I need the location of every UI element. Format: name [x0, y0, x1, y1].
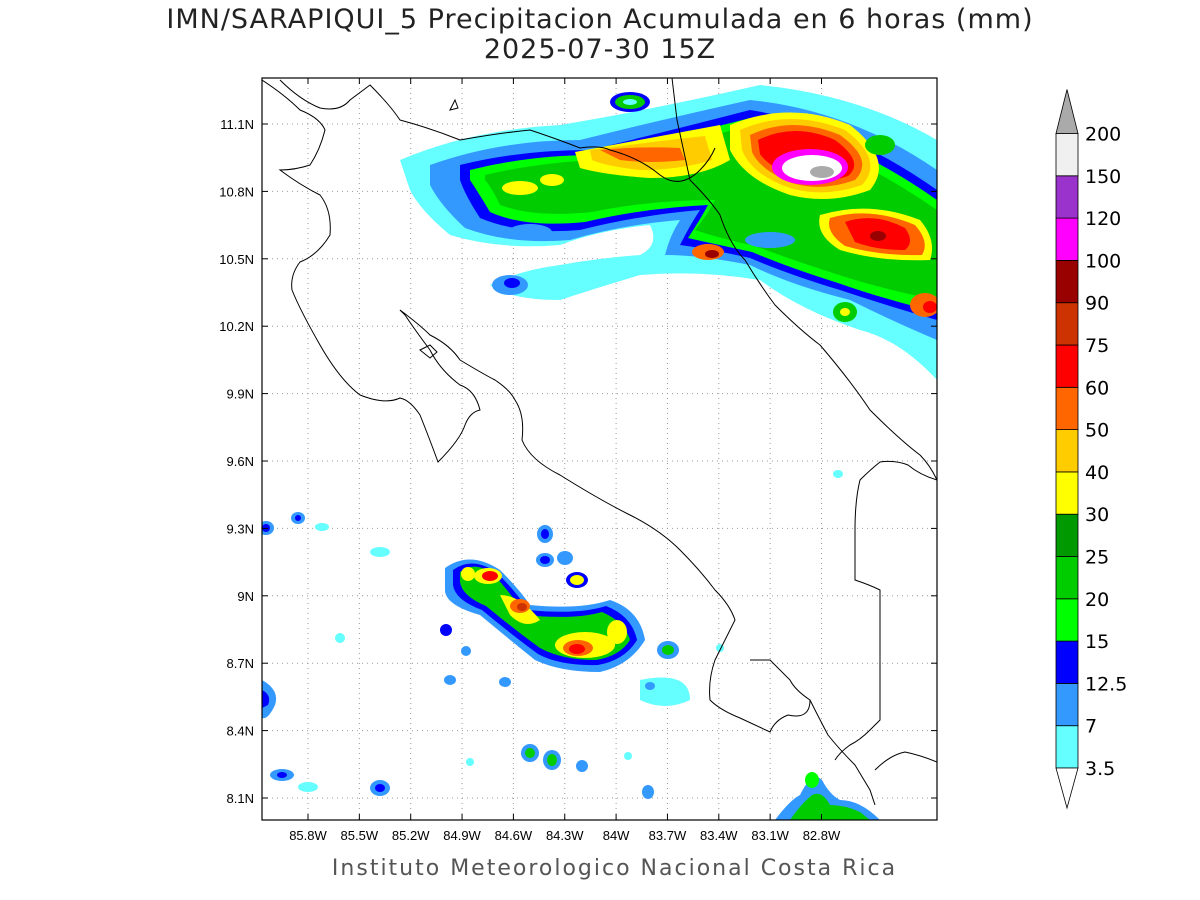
colorbar-label: 50 [1085, 420, 1109, 442]
colorbar-label: 120 [1085, 208, 1121, 230]
colorbar-label: 40 [1085, 462, 1109, 484]
footer-credit: Instituto Meteorologico Nacional Costa R… [331, 856, 898, 881]
colorbar-swatch [1055, 598, 1079, 642]
colorbar-swatch [1055, 429, 1079, 473]
colorbar-swatch [1055, 725, 1079, 769]
lon-tick-label: 85.8W [289, 828, 327, 843]
lat-tick-label: 8.7N [227, 656, 254, 671]
lat-tick-label: 8.1N [227, 791, 254, 806]
colorbar-swatch [1055, 259, 1079, 304]
lat-tick-label: 9N [237, 589, 254, 604]
coastlines [262, 78, 937, 806]
colorbar-swatch [1055, 175, 1079, 219]
lon-tick-label: 83.4W [700, 828, 738, 843]
rain-cells-scattered [262, 470, 880, 820]
lat-tick-label: 10.8N [219, 184, 254, 199]
colorbar-label: 60 [1085, 377, 1109, 399]
colorbar-label: 20 [1085, 589, 1109, 611]
lon-tick-label: 82.8W [803, 828, 841, 843]
colorbar-swatch [1055, 133, 1079, 177]
colorbar-label: 7 [1085, 716, 1097, 738]
colorbar-swatch [1055, 344, 1079, 388]
colorbar-swatch [1055, 386, 1079, 430]
lat-tick-label: 10.5N [219, 252, 254, 267]
lat-tick-label: 9.3N [227, 521, 254, 536]
colorbar-label: 12.5 [1085, 673, 1127, 695]
colorbar-swatch [1055, 471, 1079, 515]
lat-tick-label: 9.9N [227, 387, 254, 402]
map-subtitle-datetime: 2025-07-30 15Z [483, 34, 717, 65]
map-gridlines [262, 78, 937, 820]
lon-tick-label: 83.1W [751, 828, 789, 843]
colorbar-swatch [1055, 217, 1079, 261]
colorbar-label: 150 [1085, 166, 1121, 188]
colorbar-label: 3.5 [1085, 758, 1115, 780]
colorbar-label: 90 [1085, 293, 1109, 315]
lon-tick-label: 83.7W [649, 828, 687, 843]
lon-tick-label: 84.3W [546, 828, 584, 843]
colorbar-legend: 3.5 7 12.5 15 20 25 30 40 50 60 75 90 100 120 150 200 [1055, 89, 1127, 810]
lat-tick-label: 9.6N [227, 454, 254, 469]
colorbar-label: 100 [1085, 250, 1121, 272]
colorbar-swatch [1055, 640, 1079, 684]
lon-tick-label: 85.2W [392, 828, 430, 843]
longitude-labels: 85.8W 85.5W 85.2W 84.9W 84.6W 84.3W 84W 83.7W 83… [289, 78, 841, 843]
lon-tick-label: 85.5W [341, 828, 379, 843]
lon-tick-label: 84.9W [443, 828, 481, 843]
colorbar-swatch [1055, 556, 1079, 600]
lon-tick-label: 84.6W [495, 828, 533, 843]
colorbar-swatch [1055, 683, 1079, 727]
colorbar-label: 25 [1085, 547, 1109, 569]
rain-band-south [440, 525, 679, 672]
map-title: IMN/SARAPIQUI_5 Precipitacion Acumulada … [166, 4, 1034, 35]
colorbar-arrow-top [1055, 89, 1079, 134]
colorbar-arrow-bottom [1055, 767, 1079, 810]
lat-tick-label: 10.2N [219, 319, 254, 334]
colorbar-label: 15 [1085, 631, 1109, 653]
map-frame [261, 77, 938, 821]
colorbar-swatch [1055, 513, 1079, 557]
colorbar-swatch [1055, 302, 1079, 346]
colorbar-label: 200 [1085, 124, 1121, 146]
colorbar-label: 75 [1085, 335, 1109, 357]
rain-band-north [400, 85, 937, 380]
colorbar-label: 30 [1085, 504, 1109, 526]
lon-tick-label: 84W [603, 828, 630, 843]
latitude-labels: 11.1N 10.8N 10.5N 10.2N 9.9N 9.6N 9.3N 9N 8.7N 8.… [219, 117, 937, 806]
lat-tick-label: 8.4N [227, 724, 254, 739]
precipitation-field [262, 85, 937, 820]
lat-tick-label: 11.1N [220, 117, 254, 132]
